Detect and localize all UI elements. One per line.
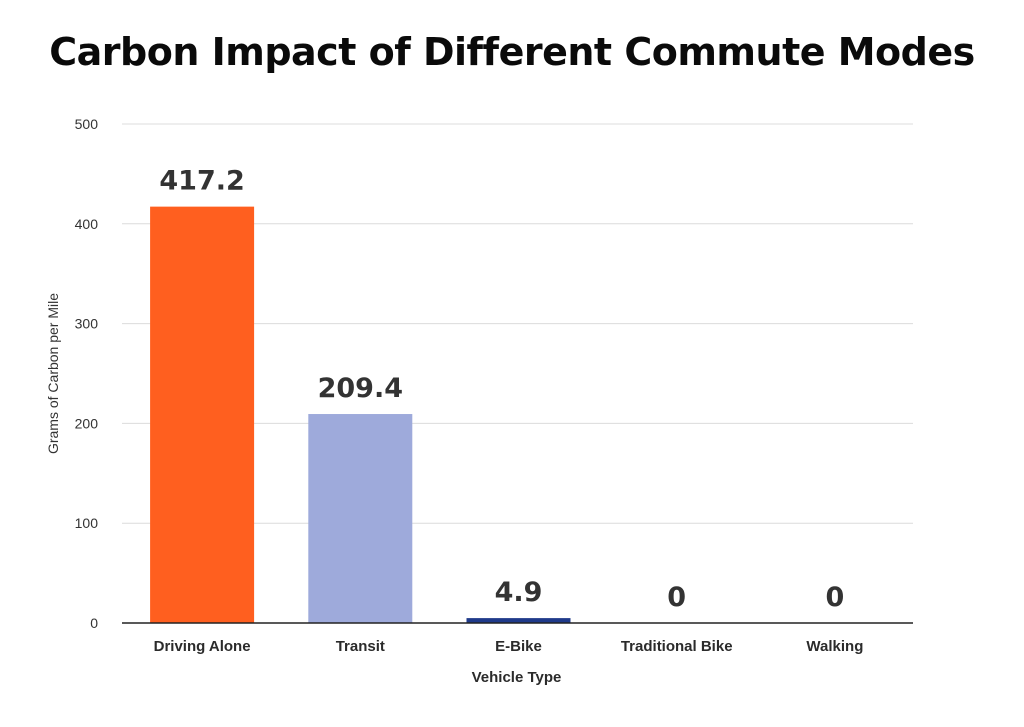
chart-title: Carbon Impact of Different Commute Modes — [49, 30, 975, 74]
data-labels: 417.2 209.4 4.9 0 0 — [159, 166, 844, 613]
y-tick-label: 400 — [75, 216, 99, 232]
x-category-label: Driving Alone — [154, 638, 251, 655]
data-label: 417.2 — [159, 166, 244, 197]
bars — [150, 206, 571, 623]
x-category-label: Transit — [336, 638, 385, 655]
data-label: 4.9 — [495, 577, 543, 608]
data-label: 0 — [826, 582, 845, 613]
y-axis-title: Grams of Carbon per Mile — [45, 293, 61, 454]
x-category-label: Traditional Bike — [621, 638, 733, 655]
bar-e-bike — [466, 618, 571, 623]
x-axis-categories: Driving Alone Transit E-Bike Traditional Bi… — [154, 638, 864, 655]
bar-transit — [308, 414, 413, 623]
y-tick-label: 100 — [75, 515, 99, 531]
x-axis-title: Vehicle Type — [472, 669, 562, 686]
y-axis-ticks: 0 100 200 300 400 500 — [75, 116, 99, 631]
bar-driving-alone — [150, 206, 255, 623]
y-tick-label: 0 — [90, 615, 98, 631]
data-label: 0 — [667, 582, 686, 613]
y-tick-label: 500 — [75, 116, 99, 132]
x-category-label: Walking — [806, 638, 863, 655]
y-tick-label: 300 — [75, 316, 99, 332]
y-tick-label: 200 — [75, 415, 99, 431]
data-label: 209.4 — [318, 373, 403, 404]
x-category-label: E-Bike — [495, 638, 542, 655]
